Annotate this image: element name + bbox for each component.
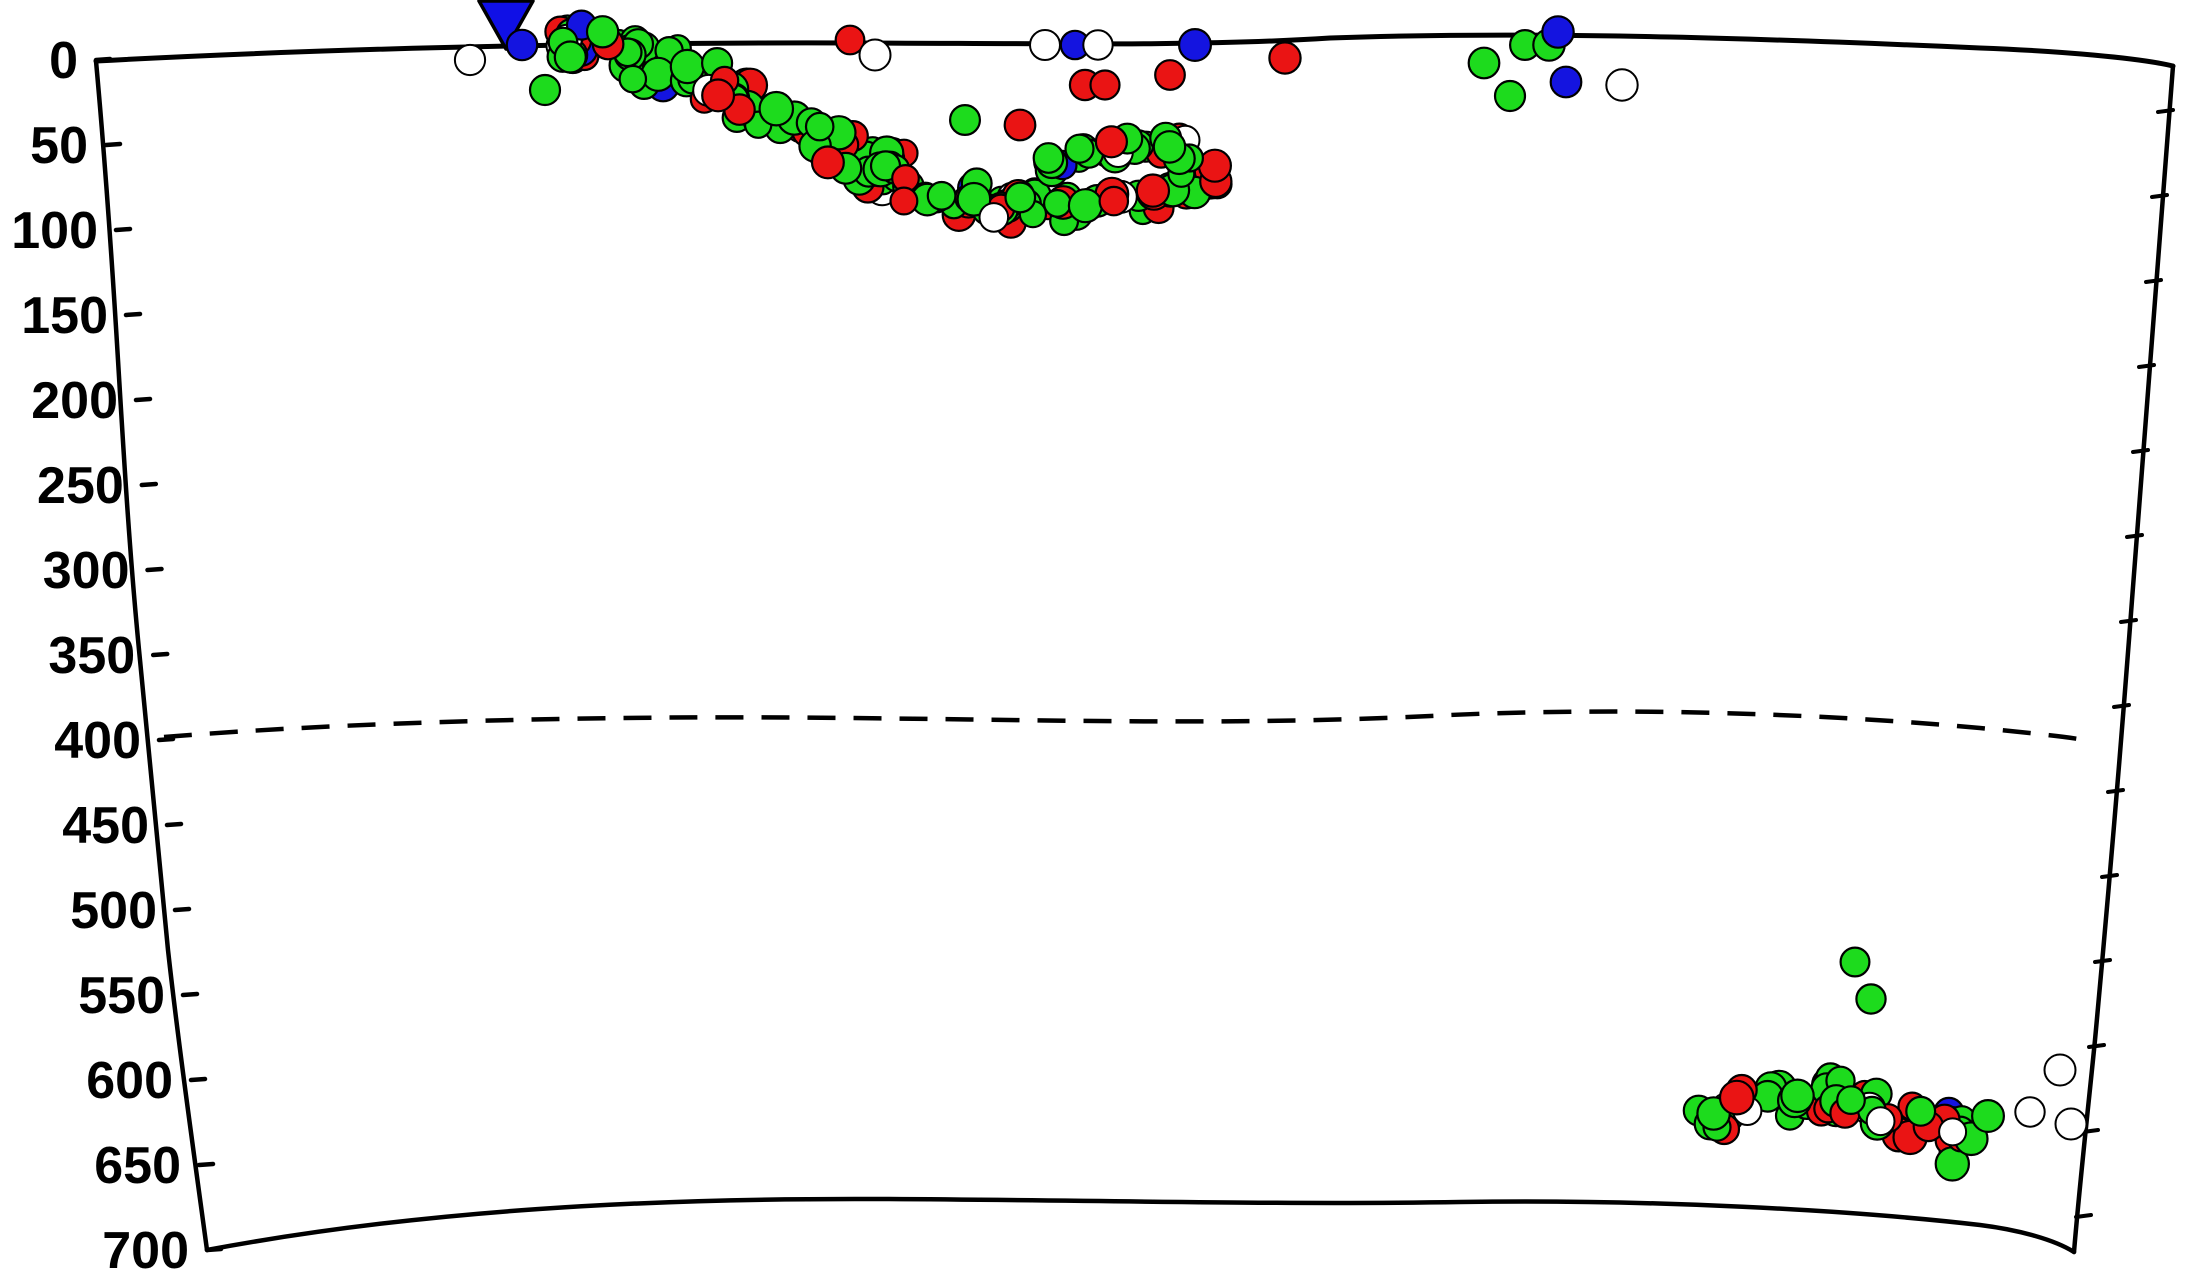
- svg-text:0: 0: [49, 32, 78, 90]
- svg-text:600: 600: [86, 1052, 173, 1110]
- svg-text:700: 700: [102, 1222, 189, 1276]
- svg-text:350: 350: [48, 627, 135, 685]
- svg-text:450: 450: [62, 797, 149, 855]
- svg-text:500: 500: [70, 882, 157, 940]
- svg-text:100: 100: [11, 202, 98, 260]
- svg-text:400: 400: [54, 712, 141, 770]
- svg-text:200: 200: [31, 372, 118, 430]
- svg-text:650: 650: [94, 1137, 181, 1195]
- svg-text:550: 550: [78, 967, 165, 1025]
- svg-text:300: 300: [43, 542, 130, 600]
- svg-text:150: 150: [21, 287, 108, 345]
- svg-text:50: 50: [30, 117, 88, 175]
- svg-text:250: 250: [37, 457, 124, 515]
